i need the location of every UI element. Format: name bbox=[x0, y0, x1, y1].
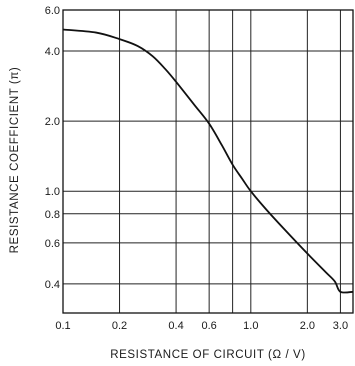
series-layer bbox=[62, 28, 354, 294]
x-tick-label: 0.2 bbox=[112, 320, 127, 332]
x-tick-label: 0.6 bbox=[202, 320, 217, 332]
y-tick-label: 2.0 bbox=[45, 116, 60, 128]
y-tick-label: 1.0 bbox=[45, 186, 60, 198]
y-tick-label: 0.8 bbox=[45, 209, 60, 221]
y-tick-label: 0.4 bbox=[45, 279, 60, 291]
y-tick-label: 6.0 bbox=[45, 5, 60, 17]
x-axis-title: RESISTANCE OF CIRCUIT (Ω / V) bbox=[110, 349, 306, 361]
x-tick-label: 0.4 bbox=[168, 320, 183, 332]
x-tick-labels: 0.1 0.2 0.4 0.6 1.0 2.0 3.0 bbox=[55, 320, 348, 332]
y-tick-label: 0.6 bbox=[45, 238, 60, 250]
x-tick-label: 3.0 bbox=[333, 320, 348, 332]
grid-lines bbox=[63, 10, 353, 313]
series-line bbox=[62, 28, 354, 294]
y-axis-title: RESISTANCE COEFFICIENT (π) bbox=[9, 67, 21, 254]
x-tick-label: 2.0 bbox=[300, 320, 315, 332]
x-tick-label: 1.0 bbox=[243, 320, 258, 332]
plot-frame bbox=[62, 9, 354, 314]
y-tick-label: 4.0 bbox=[45, 46, 60, 58]
x-tick-label: 0.1 bbox=[55, 320, 70, 332]
y-tick-labels: 0.4 0.6 0.8 1.0 2.0 4.0 6.0 bbox=[45, 5, 60, 291]
